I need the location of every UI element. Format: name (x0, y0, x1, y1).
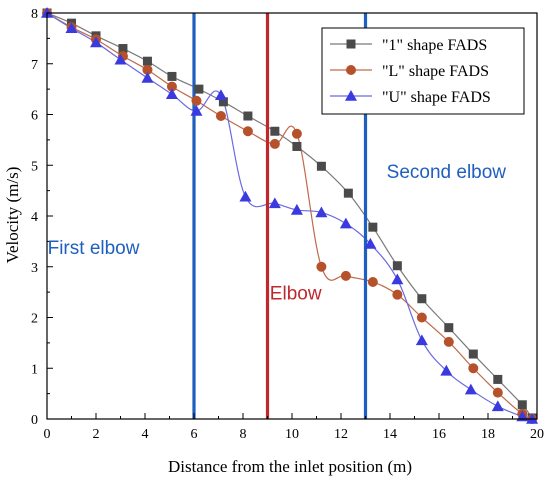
y-tick-label: 2 (31, 312, 38, 327)
data-point (417, 294, 427, 304)
data-point (415, 334, 428, 346)
x-tick-label: 16 (432, 427, 446, 442)
data-point (194, 84, 204, 94)
legend: "1" shape FADS "L" shape FADS "U" shape FA… (321, 27, 525, 115)
x-tick-label: 18 (481, 427, 495, 442)
data-point (343, 188, 353, 198)
x-tick-label: 14 (383, 427, 397, 442)
data-point (315, 206, 328, 218)
legend-label: "L" shape FADS (382, 63, 489, 80)
data-point (391, 273, 404, 285)
legend-marker (345, 90, 357, 101)
x-tick-label: 0 (44, 427, 51, 442)
x-tick-label: 4 (142, 427, 149, 442)
data-point (165, 88, 178, 99)
legend-label: "1" shape FADS (382, 37, 487, 54)
data-point (142, 56, 152, 66)
x-tick-label: 20 (530, 427, 544, 442)
data-point (468, 363, 479, 374)
x-tick-label: 12 (334, 427, 348, 442)
data-point (367, 276, 378, 287)
y-tick-label: 8 (31, 7, 38, 22)
data-point (440, 364, 453, 376)
data-point (268, 197, 281, 209)
data-point (340, 270, 351, 281)
data-point (292, 141, 302, 151)
data-point (464, 383, 477, 395)
data-point (218, 97, 228, 107)
data-point (368, 222, 378, 232)
data-point (191, 95, 202, 106)
data-point (316, 161, 326, 171)
data-point (269, 138, 280, 149)
data-point (141, 71, 154, 83)
data-point (468, 349, 478, 359)
data-point (492, 387, 503, 398)
data-point (416, 312, 427, 323)
data-point (214, 89, 227, 101)
annotation-label: Second elbow (387, 162, 507, 183)
data-point (316, 261, 327, 272)
data-point (291, 128, 302, 139)
data-point (65, 22, 78, 34)
x-axis-title: Distance from the inlet position (m) (168, 457, 412, 476)
legend-label: "U" shape FADS (382, 89, 491, 106)
data-point (392, 261, 402, 271)
data-point (493, 374, 503, 384)
y-tick-label: 6 (31, 109, 38, 124)
data-point (118, 44, 128, 54)
data-point (270, 126, 280, 136)
y-tick-label: 1 (31, 362, 38, 377)
y-tick-label: 3 (31, 261, 38, 276)
x-tick-label: 2 (93, 427, 100, 442)
data-point (239, 190, 252, 202)
data-point (517, 400, 527, 410)
data-point (392, 289, 403, 300)
data-point (142, 64, 153, 75)
y-tick-label: 0 (31, 413, 38, 428)
data-point (243, 111, 253, 121)
legend-marker (346, 39, 356, 49)
data-point (215, 111, 226, 122)
data-point (444, 323, 454, 333)
y-axis-title: Velocity (m/s) (3, 167, 22, 264)
data-point (190, 104, 203, 116)
y-tick-label: 4 (31, 210, 38, 225)
data-point (491, 400, 504, 412)
data-point (242, 126, 253, 137)
annotation-label: First elbow (48, 238, 140, 259)
x-tick-label: 6 (191, 427, 198, 442)
x-tick-label: 10 (285, 427, 299, 442)
annotations-layer: First elbow Elbow Second elbow (48, 162, 507, 305)
y-tick-label: 5 (31, 159, 38, 174)
data-point (166, 81, 177, 92)
legend-marker (346, 65, 356, 75)
y-tick-label: 7 (31, 58, 38, 73)
data-point (339, 217, 352, 229)
annotation-label: Elbow (270, 284, 322, 305)
data-point (114, 53, 127, 65)
data-point (167, 71, 177, 81)
data-point (443, 336, 454, 347)
data-point (290, 203, 303, 215)
data-point (364, 237, 377, 249)
x-tick-label: 8 (240, 427, 247, 442)
data-point (90, 36, 102, 48)
series-points-layer (41, 7, 539, 424)
